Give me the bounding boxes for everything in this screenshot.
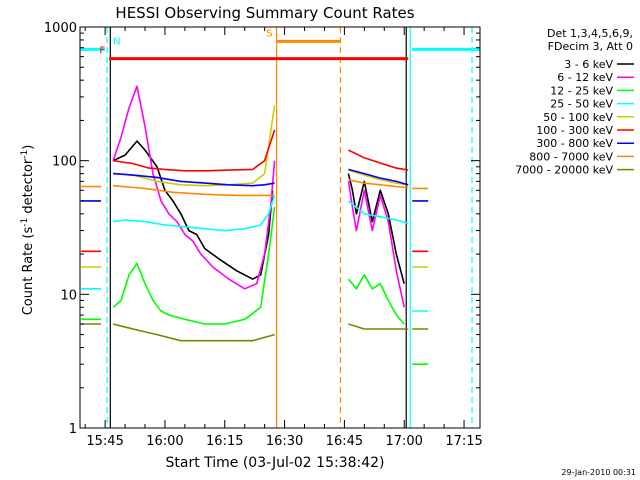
legend-entry-label-8: 800 - 7000 keV: [529, 150, 613, 163]
legend-header-line-2: FDecim 3, Att 0: [548, 40, 633, 53]
series-1-segment-2: [347, 173, 405, 284]
legend-header-line-1: Det 1,3,4,5,6,9,: [547, 27, 633, 40]
series-4: [81, 195, 429, 312]
series-8-segment-3: [348, 178, 409, 189]
series-1: [112, 140, 405, 284]
y-axis-label-sup-1: -1: [20, 218, 30, 227]
chart-title: HESSI Observing Summary Count Rates: [115, 4, 414, 22]
series-6-segment-2: [112, 129, 276, 172]
legend-entry-label-4: 25 - 50 keV: [550, 98, 613, 111]
footer-date: 29-Jan-2010 00:31: [561, 468, 636, 477]
series-1-segment-1: [112, 140, 274, 280]
series-lines: [81, 85, 429, 366]
series-7: [81, 168, 429, 202]
series-5-segment-2: [113, 105, 276, 187]
legend: Det 1,3,4,5,6,9, FDecim 3, Att 0 3 - 6 k…: [515, 27, 634, 177]
x-tick-label-1: 15:45: [86, 434, 123, 449]
y-axis-ticks: 1 10 100 1000: [44, 21, 480, 437]
legend-entry-label-1: 3 - 6 keV: [564, 58, 613, 71]
plot-area: NSF 15:45 16:00 16:15 16:30 16:45 17:00 17:15 …: [44, 21, 483, 449]
series-3-segment-3: [347, 273, 405, 325]
x-tick-label-3: 16:15: [206, 434, 243, 449]
flag-f-label: F: [99, 46, 105, 57]
y-axis-label: Count Rate (s-1 detector-1): [20, 145, 36, 316]
legend-entry-label-3: 12 - 25 keV: [550, 84, 613, 97]
series-6: [81, 129, 429, 253]
y-axis-label-sup-2: -1: [20, 150, 30, 159]
legend-entry-label-2: 6 - 12 keV: [557, 71, 613, 84]
x-axis-ticks: 15:45 16:00 16:15 16:30 16:45 17:00 17:15: [84, 27, 483, 449]
flag-bars: N S F: [80, 28, 480, 61]
series-3: [81, 206, 429, 366]
series-8-segment-2: [113, 184, 275, 197]
y-axis-label-main: Count Rate (s: [21, 227, 36, 316]
series-2: [112, 85, 405, 308]
x-tick-label-4: 16:30: [266, 434, 303, 449]
series-3-segment-2: [112, 206, 276, 325]
series-5: [81, 105, 429, 268]
series-9-segment-3: [348, 323, 409, 330]
legend-entry-label-6: 100 - 300 keV: [536, 124, 613, 137]
x-axis-label: Start Time (03-Jul-02 15:38:42): [165, 455, 384, 471]
legend-entry-label-7: 300 - 800 keV: [536, 137, 613, 150]
series-2-segment-2: [347, 181, 405, 308]
vertical-markers: [106, 27, 473, 428]
plot-frame: [79, 26, 481, 429]
y-tick-label-3: 100: [52, 155, 77, 170]
series-7-segment-3: [348, 168, 409, 186]
series-5-segment-3: [348, 169, 409, 186]
y-tick-label-2: 10: [60, 288, 77, 303]
series-6-segment-3: [348, 149, 409, 171]
series-9: [81, 323, 429, 342]
series-9-segment-2: [112, 323, 275, 342]
series-4-segment-2: [112, 195, 276, 232]
series-4-segment-3: [347, 200, 409, 225]
y-tick-label-4: 1000: [44, 21, 77, 36]
x-tick-label-5: 16:45: [326, 434, 363, 449]
x-tick-label-6: 17:00: [385, 434, 422, 449]
series-7-segment-2: [113, 172, 275, 187]
flag-s-label: S: [266, 28, 272, 39]
x-tick-label-2: 16:00: [146, 434, 183, 449]
legend-entry-label-5: 50 - 100 keV: [543, 111, 613, 124]
x-tick-label-7: 17:15: [445, 434, 482, 449]
legend-entry-label-9: 7000 - 20000 keV: [515, 164, 613, 177]
y-tick-label-1: 1: [69, 422, 77, 437]
series-8: [81, 178, 429, 197]
y-axis-label-mid: detector: [21, 158, 36, 218]
y-axis-label-end: ): [21, 145, 36, 150]
flag-n-label: N: [113, 36, 120, 47]
series-2-segment-1: [112, 85, 276, 290]
